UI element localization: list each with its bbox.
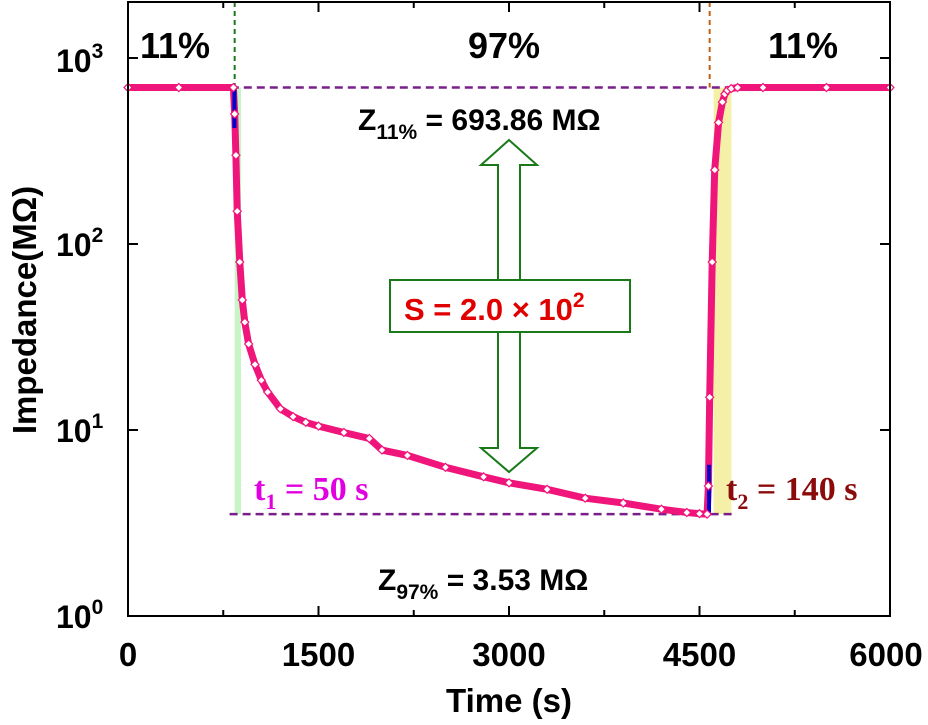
data-point (713, 117, 724, 128)
data-point (709, 165, 720, 175)
data-point (250, 359, 260, 370)
data-point (377, 445, 387, 455)
z11-annotation: Z11% = 693.86 MΩ (358, 104, 601, 144)
data-point (694, 508, 705, 519)
data-point (717, 97, 728, 107)
recovery-time-window (713, 87, 732, 515)
y-tick-label: 101 (56, 410, 104, 449)
data-point (821, 82, 832, 93)
response-time-window (234, 87, 242, 515)
x-tick-label: 4500 (663, 636, 736, 673)
data-point (262, 387, 273, 397)
data-point (228, 82, 239, 93)
data-point (440, 462, 451, 473)
data-point (339, 427, 349, 438)
data-point (300, 417, 311, 428)
data-point (478, 471, 489, 482)
data-point (542, 484, 552, 495)
data-point (275, 403, 286, 414)
humidity-label-11-right: 11% (768, 25, 838, 66)
humidity-label-97: 97% (468, 25, 540, 66)
data-point (402, 450, 413, 461)
data-point (704, 392, 715, 403)
data-point (232, 206, 243, 217)
data-point (707, 257, 718, 267)
data-point (702, 509, 712, 519)
data-point (703, 481, 714, 491)
data-point (256, 375, 267, 386)
impedance-series (123, 82, 895, 519)
humidity-label-11-left: 11% (140, 25, 210, 66)
y-tick-label: 100 (56, 596, 103, 635)
data-point (656, 504, 667, 515)
data-point (580, 493, 591, 504)
x-tick-label: 3000 (472, 636, 545, 673)
sensitivity-label: S = 2.0 × 102 (404, 289, 585, 327)
data-point (234, 257, 245, 267)
data-point (231, 150, 241, 161)
t2-annotation: t2 = 140 s (726, 471, 857, 514)
data-point (173, 82, 184, 93)
axis-ticks (127, 2, 891, 617)
x-tick-label: 1500 (282, 636, 355, 673)
y-tick-label: 103 (56, 40, 103, 79)
t1-annotation: t1 = 50 s (254, 471, 368, 514)
data-point (618, 498, 629, 508)
x-tick-label: 6000 (849, 636, 922, 673)
y-tick-label: 102 (56, 224, 103, 263)
data-point (313, 421, 324, 431)
data-point (237, 295, 248, 305)
x-axis-title: Time (s) (446, 682, 572, 719)
data-point (288, 411, 298, 422)
y-axis-title: Impedance(MΩ) (6, 186, 43, 434)
data-point (504, 477, 514, 488)
data-point (239, 317, 250, 328)
data-point (681, 507, 692, 518)
data-point (732, 82, 743, 93)
data-point (229, 109, 240, 119)
sensitivity-box (389, 279, 631, 333)
x-tick-label: 0 (119, 636, 137, 673)
data-point (758, 82, 768, 93)
data-point (364, 433, 375, 444)
data-point (243, 339, 254, 349)
z97-annotation: Z97% = 3.53 MΩ (378, 564, 588, 604)
